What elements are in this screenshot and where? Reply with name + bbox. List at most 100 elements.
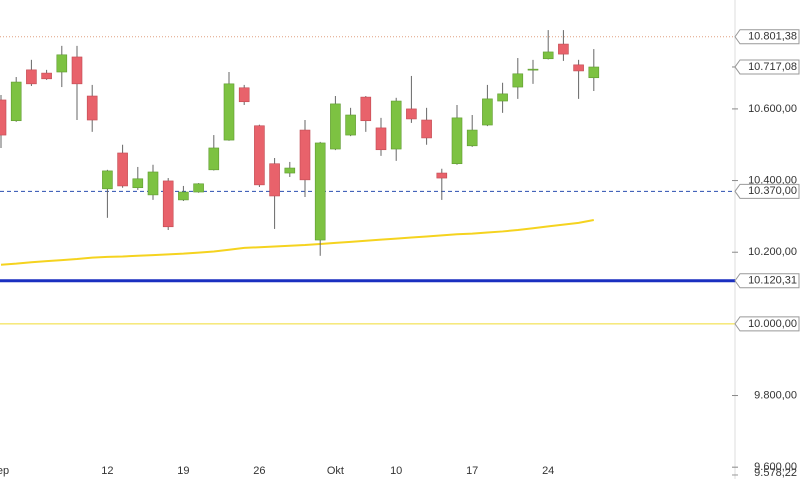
candle [482,84,493,127]
candle [238,84,250,105]
level-label: 10.000,00 [748,318,797,330]
candle-body [0,99,7,136]
candle-body [56,54,68,73]
last-price-label-box [734,59,800,75]
candle-body [406,108,417,120]
candle-body [497,93,508,102]
candle [466,115,478,147]
candle-body [512,73,524,88]
candle [360,96,372,132]
candle [436,168,448,200]
y-tick-label: 10.200,00 [748,246,797,258]
y-tick-label: 9.600,00 [754,461,797,473]
candle [0,94,7,148]
level-label: 10.370,00 [748,185,797,197]
candle [375,117,387,156]
x-tick-label: 26 [253,465,265,477]
candle-body [117,152,128,187]
y-tick-label: 10.400,00 [748,174,797,186]
candle [223,72,235,141]
candle [345,107,356,137]
candle-body [71,56,83,85]
candle [178,185,189,201]
candle [56,45,68,88]
candle [451,104,463,165]
candle [421,107,432,145]
candle-body [542,51,554,60]
candle [193,183,204,193]
candle-body [223,83,235,141]
level-label-box [734,316,800,332]
candle [71,45,83,121]
candle-body [375,127,387,151]
candle-body [178,191,189,201]
candle-body [41,72,52,80]
candle-body [299,129,311,181]
candle [117,144,128,188]
x-tick-label: 10 [390,465,402,477]
candle [269,157,280,229]
candle-body [482,98,493,126]
candle [542,30,554,60]
candle-body [360,96,372,122]
level-label-box [734,29,800,45]
candle [254,124,265,188]
candle [86,84,98,132]
candle-body [345,114,356,136]
candle-body [10,81,22,122]
candle-body [330,103,341,150]
y-tick-label: 10.600,00 [748,103,797,115]
candle [314,141,326,256]
candle-body [102,170,113,190]
candle-body [314,142,326,241]
moving-average [0,218,594,266]
candle-body [466,129,478,147]
level-label: 10.120,31 [748,275,797,287]
candle-body [527,68,539,71]
y-tick-label: 9.800,00 [754,389,797,401]
candle-body [193,183,204,193]
x-tick-label: 17 [466,465,478,477]
candle-body [208,147,220,171]
candle [588,49,600,91]
candle [406,75,417,123]
candle-body [132,178,144,189]
candle-body [588,66,600,79]
x-tick-label: 24 [542,465,554,477]
candle-body [573,64,584,72]
candle-body [390,100,402,150]
candle [558,30,569,61]
x-tick-label: 12 [101,465,113,477]
candle [10,77,22,122]
candle-body [436,172,448,179]
candle-body [26,69,37,85]
candle-body [451,117,463,165]
level-label-box [734,273,800,289]
candle [132,166,144,190]
candle [512,58,524,99]
level-label-box [734,183,800,199]
candle [162,178,174,231]
x-tick-label: Okt [327,465,344,477]
candle [527,59,539,84]
candle [147,164,159,200]
last-price-label: 10.717,08 [748,61,797,73]
x-tick-label: 19 [177,465,189,477]
candle [41,69,52,80]
candle-body [238,87,250,103]
candle [330,96,341,151]
candle-body [147,171,159,196]
candle-body [254,125,265,186]
candle-body [162,180,174,228]
candle [284,161,296,177]
candle-body [421,119,432,139]
candle [208,135,220,171]
candle [102,169,113,218]
candle-body [558,43,569,55]
candle [390,97,402,161]
candle-body [269,163,280,197]
candle-body [284,167,296,174]
candle [299,120,311,198]
candle [26,59,37,86]
